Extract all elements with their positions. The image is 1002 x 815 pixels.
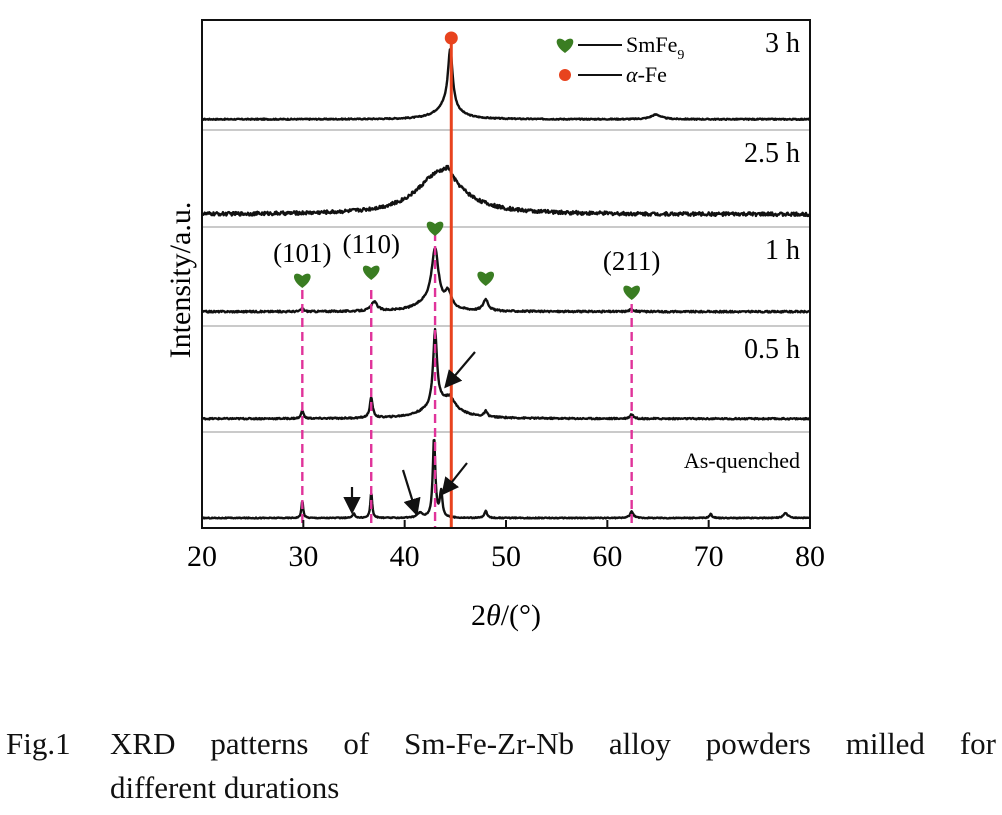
annotation-arrows	[343, 351, 476, 517]
caption-label: Fig.1	[6, 726, 71, 761]
xrd-trace	[201, 48, 811, 122]
xrd-trace	[201, 327, 811, 421]
x-tick-label: 30	[288, 540, 318, 573]
annotation-arrow	[441, 462, 468, 496]
x-tick-label: 40	[390, 540, 420, 573]
series-label: As-quenched	[684, 448, 800, 473]
alpha-fe-dot-marker	[444, 31, 458, 45]
phase-markers	[294, 31, 640, 300]
x-axis: 20 30 40 50 60 70 80	[187, 520, 825, 573]
miller-index-label: (110)	[342, 229, 399, 259]
x-tick-label: 80	[795, 540, 825, 573]
series-label: 1 h	[765, 235, 800, 266]
series-label: 0.5 h	[744, 334, 800, 365]
caption-line-1: Fig.1 XRD patterns of Sm-Fe-Zr-Nb alloy p…	[6, 722, 996, 766]
series-label: 3 h	[765, 28, 800, 59]
x-tick-label: 70	[694, 540, 724, 573]
reference-guides	[301, 38, 633, 528]
smfe9-heart-marker	[426, 221, 444, 236]
smfe9-heart-marker	[294, 273, 311, 288]
x-tick-label: 20	[187, 540, 217, 573]
legend-label-alpha-fe: α-Fe	[626, 62, 667, 87]
x-tick-label: 50	[491, 540, 521, 573]
miller-index-label: (211)	[603, 246, 660, 276]
smfe9-heart-marker	[477, 271, 495, 286]
annotation-arrow	[444, 351, 476, 389]
caption-text-1: XRD patterns of Sm-Fe-Zr-Nb alloy powder…	[110, 726, 996, 761]
legend-dot-marker	[559, 69, 571, 81]
x-tick-label: 60	[592, 540, 622, 573]
panel-separators	[202, 129, 810, 433]
x-axis-label: 2θ/(°)	[471, 599, 541, 632]
figure-caption: Fig.1 XRD patterns of Sm-Fe-Zr-Nb alloy p…	[6, 722, 996, 810]
y-axis-label: Intensity/a.u.	[164, 202, 197, 359]
smfe9-heart-marker	[623, 285, 640, 300]
miller-index-label: (101)	[273, 238, 331, 268]
legend-heart-marker	[556, 38, 574, 53]
xrd-chart: 3 h 2.5 h 1 h 0.5 h As-quenched (101) (110) (21…	[164, 19, 825, 632]
series-label: 2.5 h	[744, 138, 800, 169]
smfe9-heart-marker	[362, 265, 380, 280]
panel-labels: 3 h 2.5 h 1 h 0.5 h As-quenched (101) (110) (21…	[273, 28, 800, 473]
annotation-arrow	[401, 469, 421, 517]
caption-line-2: different durations	[110, 770, 340, 805]
xrd-trace	[200, 164, 811, 218]
legend-label-smfe9: SmFe9	[626, 32, 684, 63]
xrd-trace	[201, 438, 811, 520]
